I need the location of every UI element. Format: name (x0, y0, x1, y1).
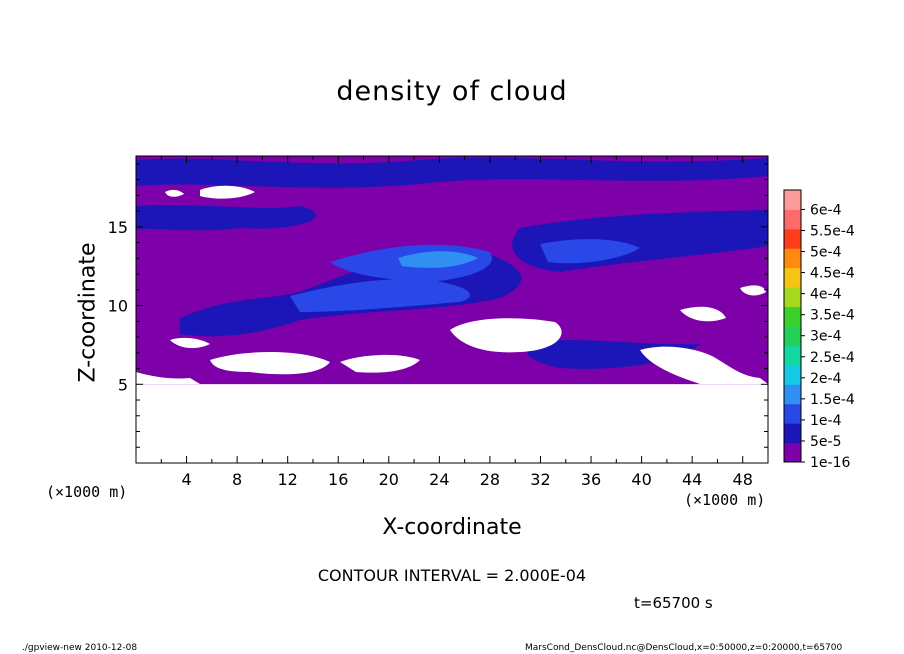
cloud-band (540, 239, 640, 264)
colorbar-swatch (784, 326, 801, 346)
colorbar-swatch (784, 287, 801, 308)
no-cloud-patch (340, 354, 420, 373)
chart-title: density of cloud (336, 76, 568, 107)
colorbar-swatch (784, 248, 801, 269)
colorbar-label: 6e-4 (810, 202, 842, 218)
footer-left: ./gpview-new 2010-12-08 (22, 643, 138, 653)
no-cloud-patch (200, 185, 255, 199)
colorbar-swatch (784, 228, 801, 249)
x-tick-label: 28 (480, 470, 500, 489)
no-cloud-patch (640, 346, 768, 384)
no-cloud-patch (740, 285, 766, 296)
y-tick-label: 5 (118, 375, 128, 394)
x-tick-label: 36 (581, 470, 601, 489)
colorbar-swatch (784, 423, 801, 444)
colorbar-swatch (784, 345, 801, 366)
colorbar-label: 4.5e-4 (810, 266, 855, 282)
colorbar-label: 1e-16 (810, 455, 850, 471)
colorbar-swatch (784, 209, 801, 230)
no-cloud-region (136, 384, 768, 463)
x-tick-label: 16 (328, 470, 348, 489)
colorbar-swatch (784, 267, 801, 288)
y-tick-label: 15 (108, 218, 128, 237)
x-unit-left: (×1000 m) (46, 483, 128, 501)
x-tick-label: 12 (278, 470, 298, 489)
x-tick-label: 40 (631, 470, 651, 489)
y-axis-label: Z-coordinate (75, 242, 101, 383)
x-tick-label: 32 (530, 470, 550, 489)
cloud-band (136, 157, 768, 188)
x-tick-label: 20 (379, 470, 399, 489)
colorbar-label: 2.5e-4 (810, 350, 855, 366)
x-tick-label: 4 (181, 470, 191, 489)
colorbar-frame (783, 189, 802, 463)
colorbar-swatch (784, 306, 801, 327)
footer-right: MarsCond_DensCloud.nc@DensCloud,x=0:5000… (525, 643, 843, 653)
x-unit-right: (×1000 m) (684, 491, 766, 509)
colorbar-label: 2e-4 (810, 371, 842, 387)
x-axis-label: X-coordinate (382, 515, 522, 540)
no-cloud-patch (136, 372, 200, 384)
plot-frame (135, 155, 769, 464)
colorbar-label: 4e-4 (810, 287, 842, 303)
colorbar-label: 1e-4 (810, 413, 842, 429)
no-cloud-patch (165, 189, 184, 197)
no-cloud-patch (680, 306, 726, 322)
x-tick-label: 8 (232, 470, 242, 489)
colorbar-label: 3.5e-4 (810, 308, 855, 324)
colorbar-label: 5.5e-4 (810, 223, 855, 239)
cloud-band (136, 205, 317, 231)
x-tick-label: 24 (429, 470, 449, 489)
colorbar-label: 1.5e-4 (810, 392, 855, 408)
time-label: t=65700 s (634, 594, 713, 612)
colorbar-label: 5e-5 (810, 434, 841, 450)
colorbar-swatch (784, 384, 801, 405)
no-cloud-patch (210, 352, 330, 375)
contour-interval: CONTOUR INTERVAL = 2.000E-04 (317, 566, 587, 585)
y-tick-label: 10 (108, 297, 128, 316)
colorbar-swatch (784, 442, 801, 463)
x-tick-label: 48 (733, 470, 753, 489)
colorbar-label: 5e-4 (810, 245, 842, 261)
colorbar-swatch (784, 403, 801, 424)
x-tick-label: 44 (682, 470, 702, 489)
colorbar-label: 3e-4 (810, 329, 842, 345)
colorbar-swatch (784, 364, 801, 385)
cloud-band (290, 279, 470, 312)
no-cloud-patch (450, 318, 562, 353)
cloud-band (398, 251, 478, 268)
no-cloud-patch (170, 337, 210, 349)
colorbar-swatch (784, 190, 801, 210)
